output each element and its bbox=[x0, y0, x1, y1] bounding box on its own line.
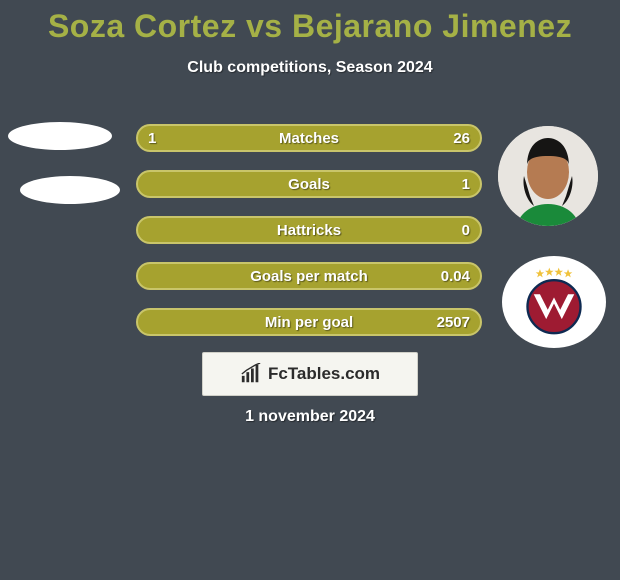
source-logo: FcTables.com bbox=[202, 352, 418, 396]
bar-goals-per-match: Goals per match 0.04 bbox=[136, 262, 482, 290]
club-badge-icon bbox=[515, 263, 593, 341]
club-left-logo-placeholder bbox=[20, 176, 120, 204]
player-portrait-icon bbox=[498, 126, 598, 226]
barchart-icon bbox=[240, 363, 262, 385]
bar-value-right: 0 bbox=[462, 218, 470, 242]
source-logo-text: FcTables.com bbox=[268, 364, 380, 384]
bar-label: Goals bbox=[138, 172, 480, 196]
bar-value-right: 2507 bbox=[437, 310, 470, 334]
bar-matches: 1 Matches 26 bbox=[136, 124, 482, 152]
bar-value-right: 1 bbox=[462, 172, 470, 196]
bar-min-per-goal: Min per goal 2507 bbox=[136, 308, 482, 336]
comparison-card: Soza Cortez vs Bejarano Jimenez Club com… bbox=[0, 0, 620, 580]
page-title: Soza Cortez vs Bejarano Jimenez bbox=[0, 0, 620, 45]
bar-goals: Goals 1 bbox=[136, 170, 482, 198]
footer-date: 1 november 2024 bbox=[0, 408, 620, 426]
bar-value-right: 26 bbox=[453, 126, 470, 150]
bar-hattricks: Hattricks 0 bbox=[136, 216, 482, 244]
bar-label: Min per goal bbox=[138, 310, 480, 334]
player-left-avatar-placeholder bbox=[8, 122, 112, 150]
bar-value-right: 0.04 bbox=[441, 264, 470, 288]
bar-label: Goals per match bbox=[138, 264, 480, 288]
comparison-bars: 1 Matches 26 Goals 1 Hattricks 0 Goals p… bbox=[136, 124, 482, 354]
club-right-logo bbox=[502, 256, 606, 348]
bar-label: Matches bbox=[138, 126, 480, 150]
player-right-avatar bbox=[498, 126, 598, 226]
bar-label: Hattricks bbox=[138, 218, 480, 242]
subtitle: Club competitions, Season 2024 bbox=[0, 59, 620, 77]
